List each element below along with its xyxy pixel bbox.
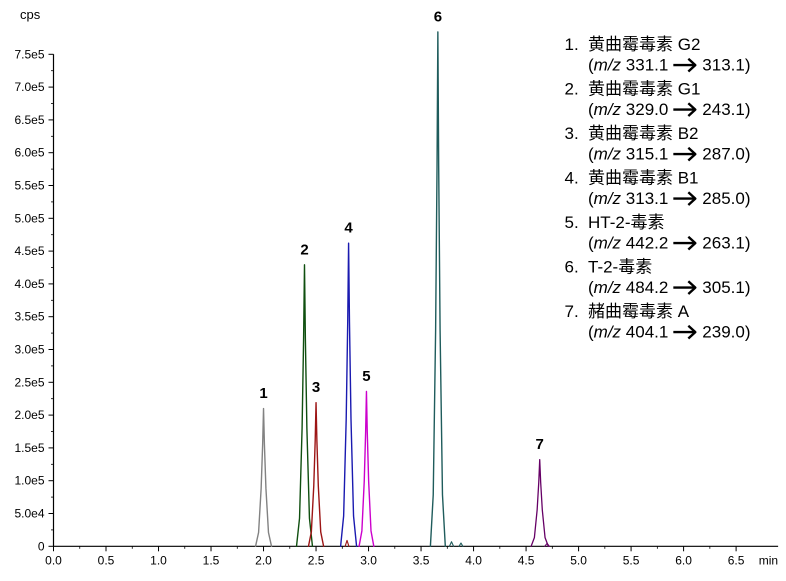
svg-text:(m/z 404.1: (m/z 404.1 <box>588 323 668 342</box>
svg-text:5.0e4: 5.0e4 <box>14 507 44 521</box>
svg-text:3.5: 3.5 <box>413 553 430 567</box>
svg-text:7: 7 <box>536 436 544 453</box>
svg-text:1: 1 <box>259 385 267 402</box>
svg-text:6.5e5: 6.5e5 <box>14 113 44 127</box>
svg-text:cps: cps <box>20 7 41 22</box>
svg-text:黄曲霉毒素 G1: 黄曲霉毒素 G1 <box>588 80 700 99</box>
svg-text:T-2-毒素: T-2-毒素 <box>588 258 652 277</box>
svg-text:7.5e5: 7.5e5 <box>14 47 44 61</box>
svg-text:(m/z 331.1: (m/z 331.1 <box>588 56 668 75</box>
svg-text:6.0: 6.0 <box>675 553 692 567</box>
svg-text:3.: 3. <box>565 124 579 143</box>
svg-text:5: 5 <box>362 368 370 385</box>
svg-text:7.0e5: 7.0e5 <box>14 80 44 94</box>
svg-text:(m/z 313.1: (m/z 313.1 <box>588 189 668 208</box>
svg-text:赭曲霉毒素 A: 赭曲霉毒素 A <box>588 302 690 321</box>
svg-text:5.: 5. <box>565 213 579 232</box>
svg-text:1.0: 1.0 <box>150 553 167 567</box>
svg-text:0.0: 0.0 <box>45 553 62 567</box>
svg-text:(m/z 442.2: (m/z 442.2 <box>588 234 668 253</box>
svg-text:(m/z 484.2: (m/z 484.2 <box>588 278 668 297</box>
svg-text:4.5: 4.5 <box>518 553 535 567</box>
svg-text:239.0): 239.0) <box>702 323 750 342</box>
svg-text:3.0: 3.0 <box>360 553 377 567</box>
svg-text:0.5: 0.5 <box>98 553 115 567</box>
svg-text:2.: 2. <box>565 80 579 99</box>
svg-text:HT-2-毒素: HT-2-毒素 <box>588 213 665 232</box>
svg-text:min: min <box>759 553 778 567</box>
svg-text:6.: 6. <box>565 258 579 277</box>
svg-text:2: 2 <box>300 241 308 258</box>
svg-text:1.0e5: 1.0e5 <box>14 474 44 488</box>
svg-text:305.1): 305.1) <box>702 278 750 297</box>
svg-text:黄曲霉毒素 B1: 黄曲霉毒素 B1 <box>588 169 699 188</box>
svg-text:4.5e5: 4.5e5 <box>14 244 44 258</box>
svg-text:243.1): 243.1) <box>702 100 750 119</box>
svg-text:6: 6 <box>434 9 442 26</box>
svg-text:4.: 4. <box>565 169 579 188</box>
svg-text:5.5e5: 5.5e5 <box>14 179 44 193</box>
svg-text:5.5: 5.5 <box>623 553 640 567</box>
svg-text:2.5: 2.5 <box>308 553 325 567</box>
svg-text:7.: 7. <box>565 302 579 321</box>
svg-text:2.0: 2.0 <box>255 553 272 567</box>
svg-text:4: 4 <box>344 220 353 237</box>
svg-text:4.0e5: 4.0e5 <box>14 277 44 291</box>
svg-text:313.1): 313.1) <box>702 56 750 75</box>
svg-text:1.5e5: 1.5e5 <box>14 441 44 455</box>
svg-text:2.5e5: 2.5e5 <box>14 375 44 389</box>
svg-text:6.0e5: 6.0e5 <box>14 146 44 160</box>
svg-text:6.5: 6.5 <box>728 553 745 567</box>
svg-text:285.0): 285.0) <box>702 189 750 208</box>
svg-text:4.0: 4.0 <box>465 553 482 567</box>
svg-text:0: 0 <box>38 539 45 553</box>
svg-text:3: 3 <box>312 379 320 396</box>
svg-text:5.0: 5.0 <box>570 553 587 567</box>
svg-text:1.: 1. <box>565 35 579 54</box>
svg-text:3.0e5: 3.0e5 <box>14 343 44 357</box>
svg-text:2.0e5: 2.0e5 <box>14 408 44 422</box>
svg-text:(m/z 329.0: (m/z 329.0 <box>588 100 668 119</box>
svg-text:(m/z 315.1: (m/z 315.1 <box>588 145 668 164</box>
svg-text:287.0): 287.0) <box>702 145 750 164</box>
svg-text:3.5e5: 3.5e5 <box>14 310 44 324</box>
svg-text:5.0e5: 5.0e5 <box>14 211 44 225</box>
svg-text:黄曲霉毒素 B2: 黄曲霉毒素 B2 <box>588 124 699 143</box>
svg-text:263.1): 263.1) <box>702 234 750 253</box>
svg-text:1.5: 1.5 <box>203 553 220 567</box>
svg-text:黄曲霉毒素 G2: 黄曲霉毒素 G2 <box>588 35 700 54</box>
